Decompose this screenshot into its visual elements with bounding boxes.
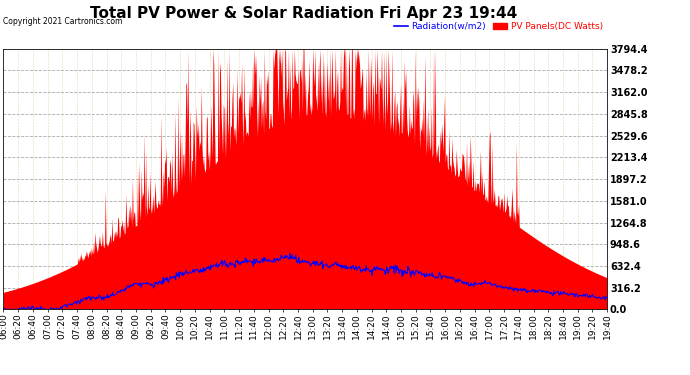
Text: Total PV Power & Solar Radiation Fri Apr 23 19:44: Total PV Power & Solar Radiation Fri Apr… (90, 6, 518, 21)
Legend: Radiation(w/m2), PV Panels(DC Watts): Radiation(w/m2), PV Panels(DC Watts) (395, 22, 602, 31)
Text: Copyright 2021 Cartronics.com: Copyright 2021 Cartronics.com (3, 17, 123, 26)
